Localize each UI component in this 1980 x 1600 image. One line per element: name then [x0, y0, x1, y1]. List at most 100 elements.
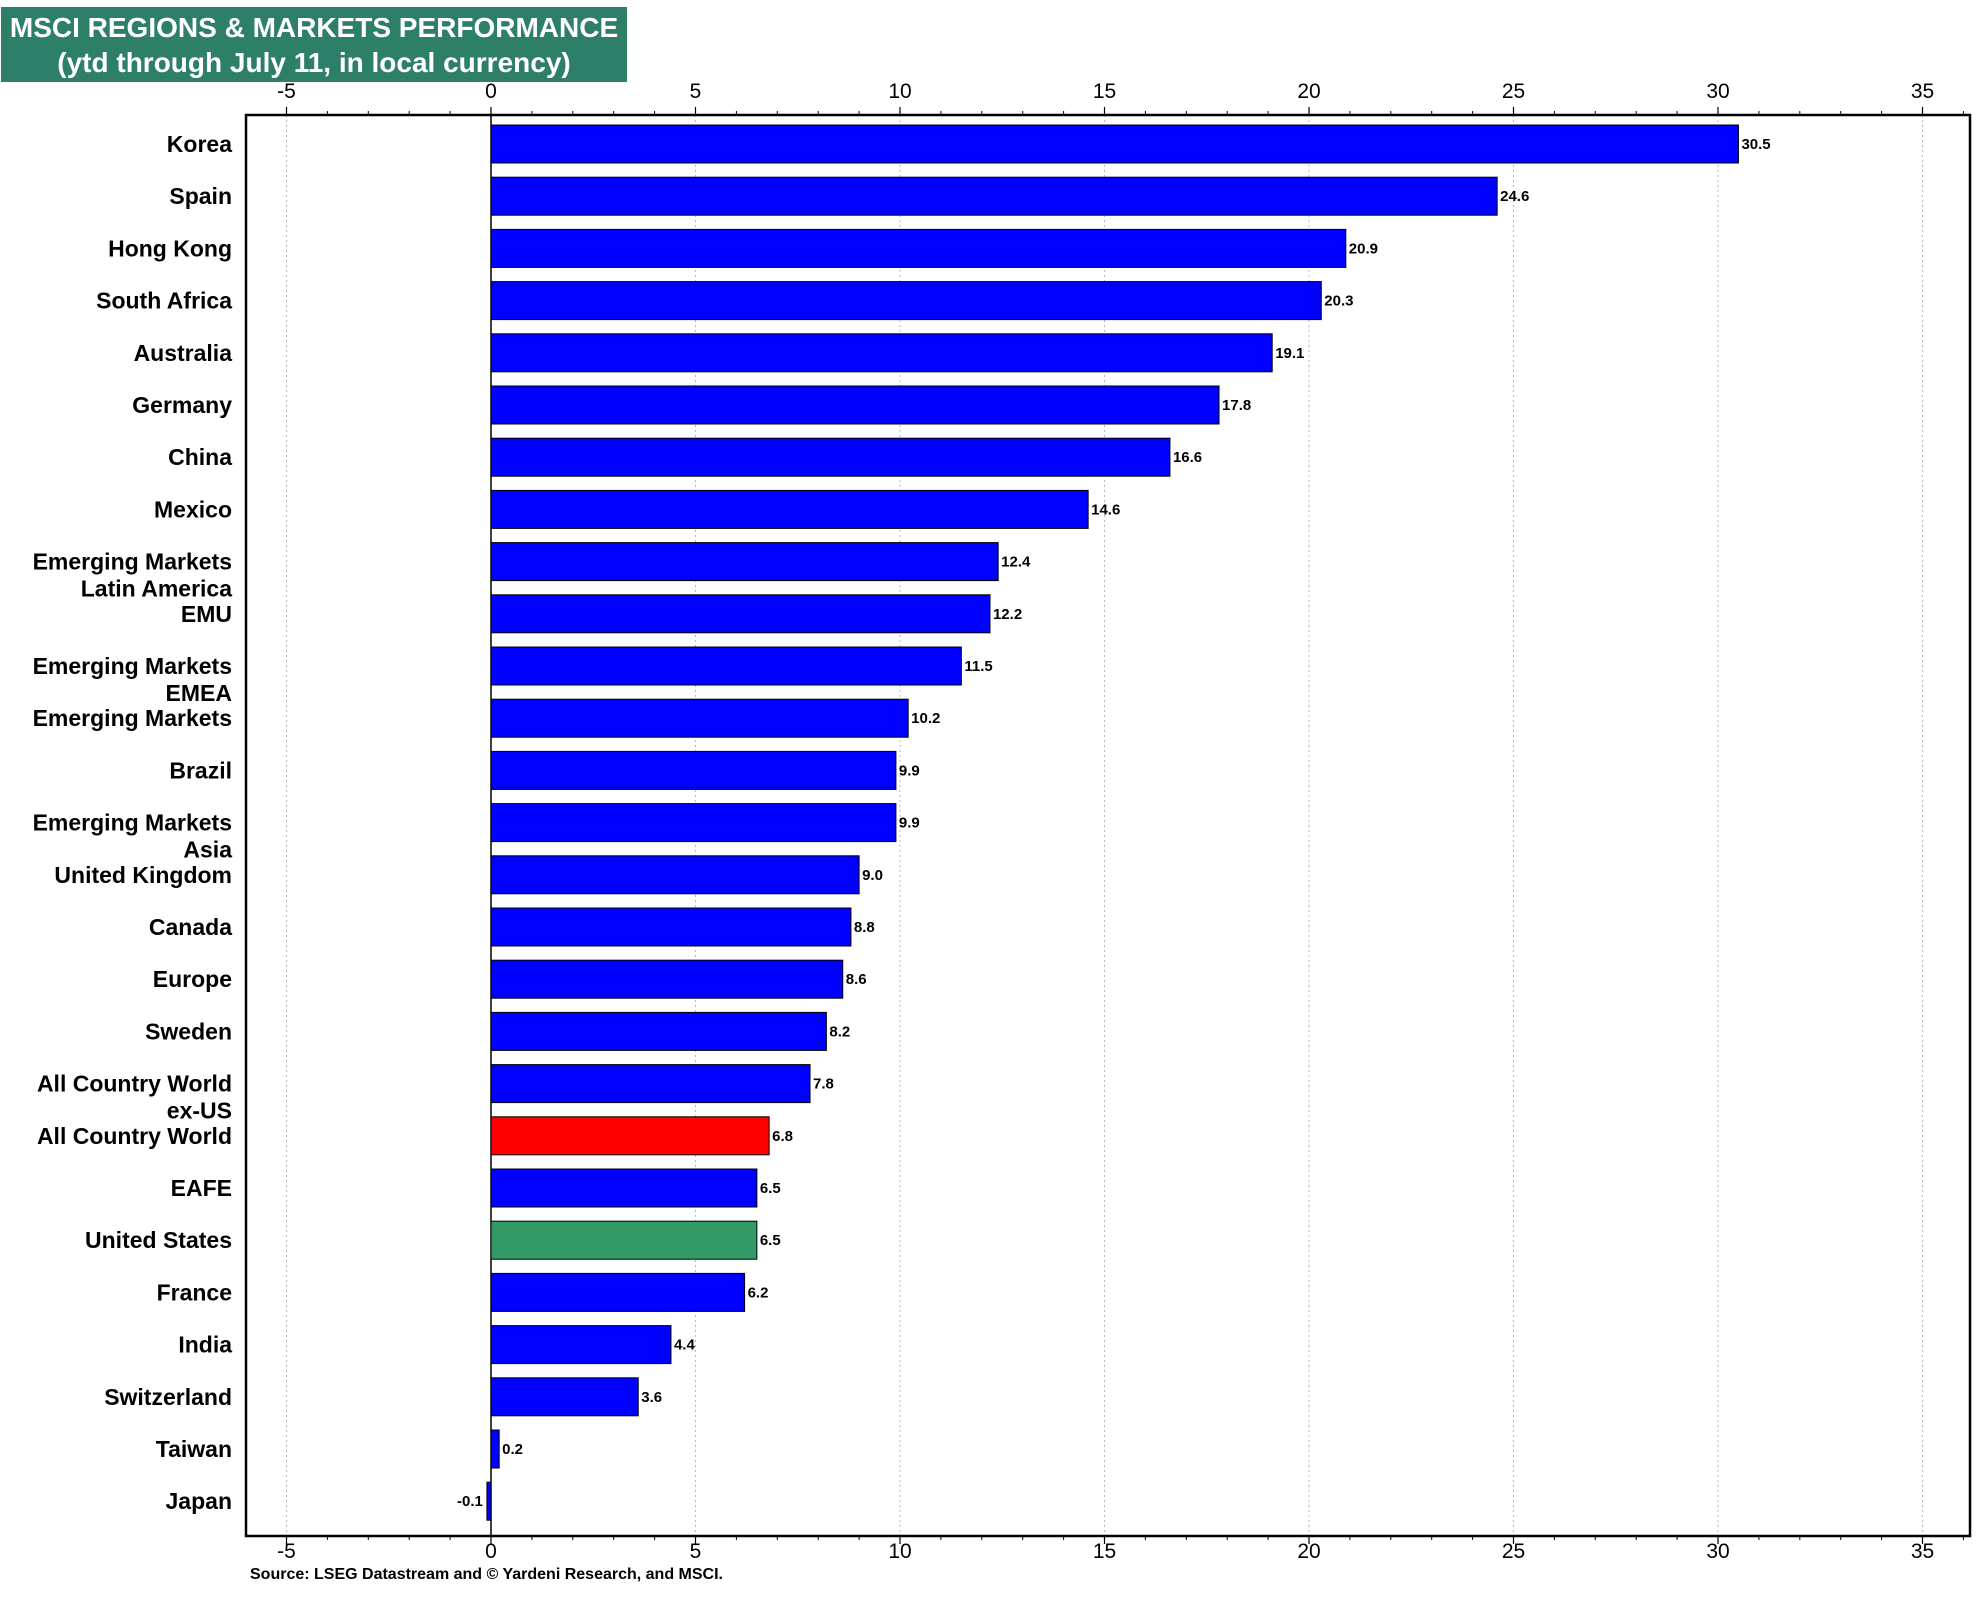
bar: [490, 281, 1322, 321]
bottom-axis-tick-label: 5: [690, 1540, 702, 1563]
data-label: 19.1: [1275, 345, 1304, 362]
chart-title: MSCI REGIONS & MARKETS PERFORMANCE: [9, 11, 619, 43]
top-axis-tick-label: 0: [485, 80, 497, 103]
category-label: ex-US: [167, 1098, 232, 1124]
bar: [490, 1011, 827, 1051]
bottom-axis-tick-label: -5: [277, 1540, 296, 1563]
bar: [490, 437, 1171, 477]
bar: [490, 1325, 672, 1365]
top-axis-tick-label: 5: [690, 80, 702, 103]
data-label: 8.2: [829, 1023, 850, 1040]
category-label: EMU: [181, 601, 232, 627]
data-label: 6.2: [748, 1284, 769, 1301]
data-label: 4.4: [674, 1337, 696, 1354]
category-label: Emerging Markets: [33, 810, 232, 836]
chart-subtitle: (ytd through July 11, in local currency): [57, 46, 571, 78]
category-label: Mexico: [154, 496, 232, 522]
category-label: Hong Kong: [108, 235, 232, 261]
bar: [490, 124, 1739, 164]
bottom-axis-tick-label: 0: [485, 1540, 497, 1563]
bar: [490, 855, 860, 895]
data-label: 9.9: [899, 762, 920, 779]
data-label: 12.4: [1001, 554, 1031, 571]
data-label: 6.8: [772, 1128, 793, 1145]
data-label: 30.5: [1741, 136, 1770, 153]
data-label: 14.6: [1091, 501, 1120, 518]
category-label: EAFE: [171, 1175, 232, 1201]
bar: [490, 1272, 746, 1312]
bar: [490, 489, 1089, 529]
data-label: 8.8: [854, 919, 875, 936]
bar: [486, 1481, 492, 1521]
bar: [490, 1116, 770, 1156]
data-label: 9.0: [862, 867, 883, 884]
bar: [490, 959, 844, 999]
data-label: 6.5: [760, 1180, 781, 1197]
data-label: 7.8: [813, 1076, 834, 1093]
data-label: 3.6: [641, 1389, 662, 1406]
bar: [490, 385, 1220, 425]
bottom-axis-tick-label: 25: [1502, 1540, 1525, 1563]
bar: [490, 803, 897, 843]
data-label: 17.8: [1222, 397, 1251, 414]
category-label: Switzerland: [104, 1384, 232, 1410]
category-label: Australia: [134, 340, 233, 366]
bar: [490, 542, 999, 582]
plot-frame: [244, 113, 1972, 1538]
category-label: China: [168, 444, 232, 470]
top-axis-tick-label: 20: [1297, 80, 1320, 103]
bar: [490, 1377, 639, 1417]
category-label: Canada: [149, 914, 232, 940]
category-label: United Kingdom: [54, 862, 232, 888]
bottom-axis-tick-label: 35: [1911, 1540, 1934, 1563]
category-label: Europe: [153, 966, 232, 992]
data-label: 24.6: [1500, 188, 1529, 205]
data-label: 16.6: [1173, 449, 1202, 466]
bottom-axis-tick-label: 20: [1297, 1540, 1320, 1563]
category-label: Emerging Markets: [33, 705, 232, 731]
bar: [490, 1220, 758, 1260]
data-label: 0.2: [502, 1441, 523, 1458]
data-label: 10.2: [911, 710, 940, 727]
category-label: Emerging Markets: [33, 653, 232, 679]
bar: [490, 228, 1347, 268]
top-axis-tick-label: 25: [1502, 80, 1525, 103]
data-label: 11.5: [964, 658, 992, 675]
category-label: France: [157, 1279, 232, 1305]
data-label: 8.6: [846, 971, 867, 988]
category-label: Brazil: [169, 757, 232, 783]
data-label: 6.5: [760, 1232, 781, 1249]
bar: [490, 1064, 811, 1104]
bar: [490, 698, 909, 738]
bar: [490, 1429, 500, 1469]
data-label: 12.2: [993, 606, 1022, 623]
top-axis-tick-label: 10: [888, 80, 911, 103]
bar: [490, 1168, 758, 1208]
category-label: Germany: [132, 392, 232, 418]
bar: [490, 333, 1273, 373]
bar: [490, 594, 991, 634]
category-label: Taiwan: [156, 1436, 232, 1462]
data-label: 9.9: [899, 815, 920, 832]
category-label: All Country World: [37, 1071, 232, 1097]
bar: [490, 750, 897, 790]
data-label: 20.3: [1324, 293, 1353, 310]
category-label: Latin America: [81, 576, 232, 602]
top-axis-tick-label: 35: [1911, 80, 1934, 103]
category-label: Asia: [183, 837, 232, 863]
top-axis-tick-label: 30: [1706, 80, 1729, 103]
top-axis-tick-label: -5: [277, 80, 296, 103]
category-label: EMEA: [166, 680, 232, 706]
category-label: Spain: [169, 183, 232, 209]
category-label: South Africa: [96, 288, 232, 314]
category-label: Korea: [167, 131, 232, 157]
source-note: Source: LSEG Datastream and © Yardeni Re…: [250, 1566, 723, 1583]
data-label: -0.1: [457, 1493, 483, 1510]
bar: [490, 646, 962, 686]
category-label: Emerging Markets: [33, 549, 232, 575]
bottom-axis-tick-label: 30: [1706, 1540, 1729, 1563]
data-label: 20.9: [1349, 240, 1378, 257]
category-label: United States: [85, 1227, 232, 1253]
category-label: Japan: [166, 1488, 232, 1514]
